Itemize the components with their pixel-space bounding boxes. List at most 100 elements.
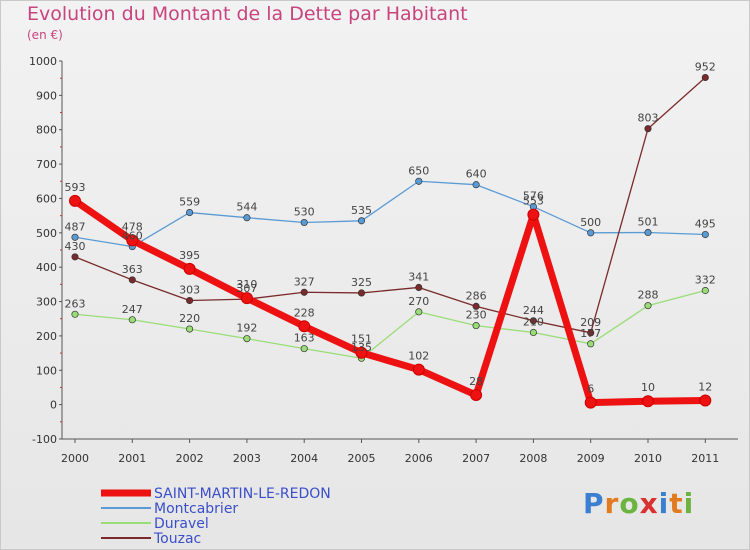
series-layer	[69, 73, 712, 409]
x-tick-label: 2007	[462, 452, 490, 465]
data-label: 430	[65, 240, 86, 253]
data-point	[355, 346, 368, 359]
y-tick-label: 0	[50, 399, 57, 412]
data-point	[300, 288, 308, 296]
data-label: 487	[65, 220, 86, 233]
data-label: 460	[122, 230, 143, 243]
data-label: 640	[466, 168, 487, 181]
data-label: 270	[408, 295, 429, 308]
x-tick-label: 2006	[405, 452, 433, 465]
data-point	[71, 233, 79, 241]
data-point	[300, 345, 308, 353]
data-label: 10	[641, 381, 655, 394]
y-tick-label: 400	[36, 261, 57, 274]
data-point	[126, 234, 139, 247]
data-point	[472, 322, 480, 330]
legend-label: SAINT-MARTIN-LE-REDON	[154, 486, 331, 502]
x-tick-label: 2011	[691, 452, 719, 465]
data-label: 288	[638, 289, 659, 302]
data-label: 395	[179, 249, 200, 262]
data-point	[644, 125, 652, 133]
data-label: 12	[698, 381, 712, 394]
data-label: 500	[580, 216, 601, 229]
y-tick-label: 100	[36, 364, 57, 377]
data-label: 501	[638, 215, 659, 228]
data-label: 210	[523, 315, 544, 328]
data-point	[472, 181, 480, 189]
data-point	[183, 262, 196, 275]
data-label: 228	[294, 306, 315, 319]
y-tick-label: 1000	[29, 55, 57, 68]
data-label: 593	[65, 181, 86, 194]
data-point	[186, 208, 194, 217]
y-tick-label: 300	[36, 296, 57, 309]
data-label: 307	[236, 282, 257, 295]
data-point	[527, 208, 540, 221]
legend-label: Touzac	[153, 531, 201, 547]
data-point	[529, 317, 537, 325]
data-point	[415, 177, 423, 185]
data-label: 576	[523, 190, 544, 203]
data-point	[128, 276, 136, 284]
data-label: 553	[523, 195, 544, 208]
x-tick-label: 2004	[290, 452, 318, 465]
x-tick-label: 2005	[348, 452, 376, 465]
data-point	[357, 289, 366, 297]
data-point	[701, 286, 709, 295]
data-label: 263	[65, 297, 86, 310]
data-point	[71, 310, 79, 318]
data-label: 192	[236, 322, 257, 335]
data-label: 247	[122, 303, 143, 316]
data-label: 327	[294, 275, 315, 288]
x-tick-label: 2003	[233, 452, 261, 465]
y-tick-label: 500	[36, 227, 57, 240]
y-tick-label: 200	[36, 330, 57, 343]
chart-subtitle: (en €)	[27, 28, 63, 42]
data-point	[186, 325, 194, 333]
data-point	[186, 296, 194, 305]
data-label: 230	[466, 309, 487, 322]
data-label: 535	[351, 204, 372, 217]
data-label: 952	[695, 60, 716, 73]
data-label: 220	[179, 312, 200, 325]
data-labels-layer: 487 460 559 544 530 535 650 640 576 500 501 495 263 2…	[65, 60, 716, 395]
data-point	[472, 302, 480, 310]
data-point	[298, 320, 311, 333]
data-label: 102	[408, 350, 429, 363]
data-point	[71, 253, 79, 261]
x-tick-label: 2002	[176, 452, 204, 465]
series-line-1	[74, 289, 706, 359]
data-label: 332	[695, 274, 716, 287]
data-point	[69, 194, 81, 207]
data-label: 163	[294, 332, 315, 345]
x-tick-label: 2001	[118, 452, 146, 465]
data-label: 303	[179, 284, 200, 297]
data-point	[243, 335, 251, 343]
data-point	[584, 396, 597, 409]
data-point	[300, 218, 308, 227]
x-tick-label: 2008	[519, 452, 547, 465]
logo-letter: i	[658, 487, 670, 520]
y-tick-label: 900	[36, 89, 57, 102]
data-label: 341	[408, 270, 429, 283]
data-label: 310	[236, 278, 257, 291]
data-point	[699, 394, 712, 407]
data-label: 177	[580, 327, 601, 340]
data-label: 151	[351, 333, 372, 346]
series-line-2	[74, 76, 706, 334]
data-label: 28	[469, 375, 483, 388]
data-label: 209	[580, 316, 601, 329]
proxiti-logo: Proxiti	[583, 487, 694, 520]
data-point	[642, 395, 654, 408]
data-label: 244	[523, 304, 544, 317]
logo-letter: x	[639, 487, 659, 520]
legend-label: Duravel	[154, 516, 209, 532]
chart-axes: -100 0 100 200 300 400 500 600 700 800 900 1000 2000…	[29, 55, 738, 465]
data-point	[240, 292, 253, 305]
data-point	[587, 329, 595, 337]
data-label: 478	[122, 220, 143, 233]
chart-title: Evolution du Montant de la Dette par Hab…	[27, 3, 468, 25]
data-label: 650	[408, 164, 429, 177]
